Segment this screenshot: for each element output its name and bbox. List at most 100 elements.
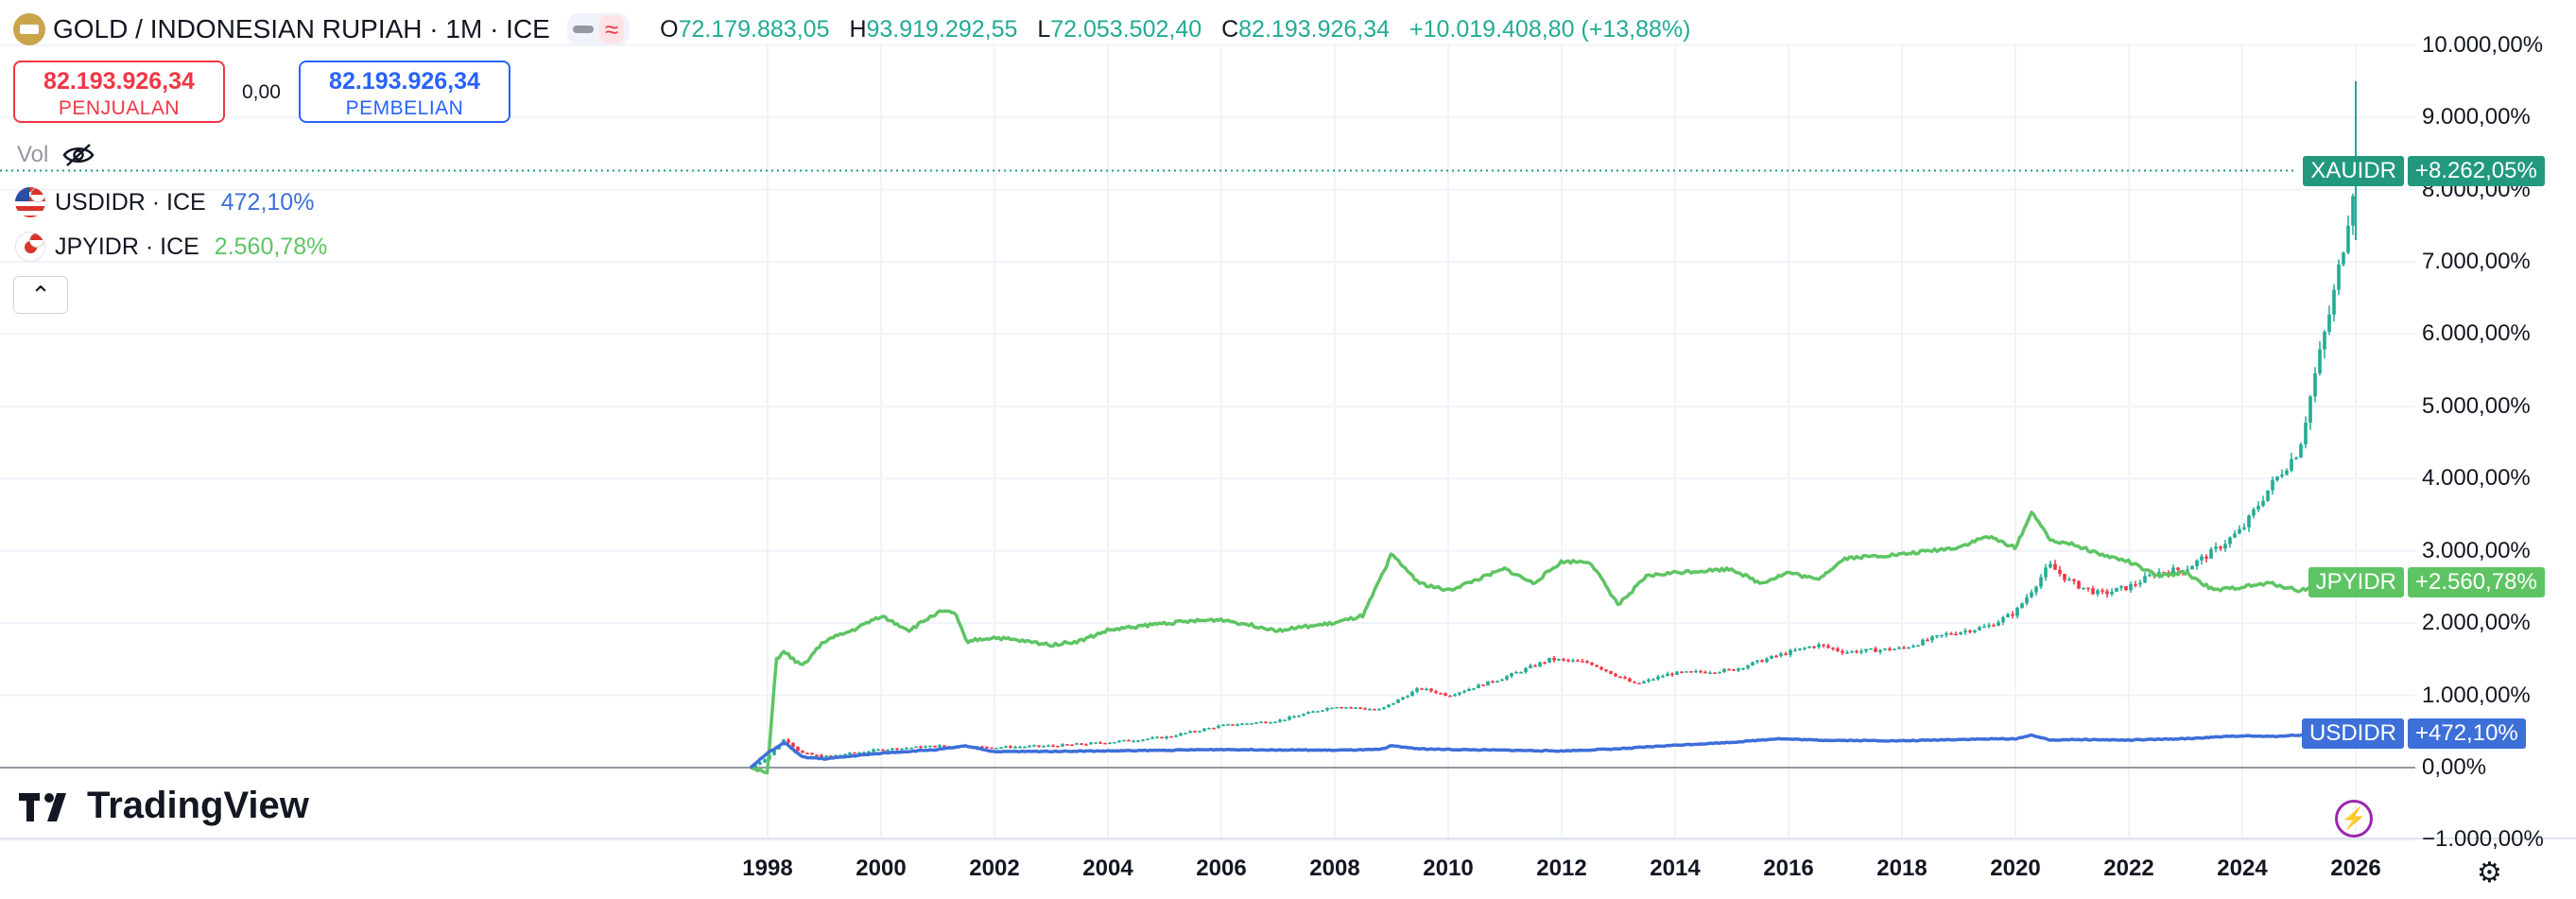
series-layer (749, 80, 2357, 775)
candle-body (1217, 725, 1220, 729)
candle-body (1259, 721, 1263, 724)
volume-indicator[interactable]: Vol (17, 142, 95, 168)
candle-body (928, 745, 932, 748)
candle-body (1893, 648, 1896, 650)
candle-body (2067, 579, 2071, 581)
candle-body (2271, 479, 2274, 491)
candle-body (1392, 702, 1395, 705)
candle-body (1538, 662, 1542, 666)
eye-off-icon[interactable] (61, 142, 95, 168)
candle-body (2049, 563, 2052, 568)
sell-price: 82.193.926,34 (43, 68, 195, 95)
candle-body (2053, 563, 2057, 570)
legend-symbol: JPYIDR · ICE (55, 233, 199, 260)
y-tick-label: 3.000,00% (2422, 537, 2531, 563)
candle-body (999, 747, 1003, 750)
candle-body (801, 751, 804, 753)
candle-body (1184, 733, 1187, 735)
buy-button[interactable]: 82.193.926,34 PEMBELIAN (299, 61, 510, 123)
candle-body (1656, 676, 1660, 680)
candle-body (1675, 671, 1679, 675)
series-name-tag: XAUIDR (2303, 155, 2404, 186)
candle-body (1779, 653, 1783, 656)
candle-body (1108, 742, 1112, 745)
tradingview-logo[interactable]: TradingView (19, 785, 309, 827)
candle-body (1009, 746, 1012, 749)
legend-usdidr[interactable]: USDIDR · ICE 472,10% (15, 187, 314, 217)
candle-body (1959, 631, 1962, 634)
candle-body (763, 759, 767, 763)
chevron-up-icon[interactable]: ⌃ (30, 280, 51, 309)
candle-body (2247, 515, 2251, 527)
candle-body (938, 745, 942, 748)
candle-body (1755, 660, 1759, 663)
branding-text: TradingView (87, 785, 309, 826)
candle-body (1614, 673, 1617, 677)
candle-body (1160, 736, 1164, 739)
candle-body (1089, 742, 1093, 745)
candle-body (1718, 671, 1721, 674)
candle-body (1042, 746, 1046, 748)
candle-body (1595, 665, 1599, 667)
candle-body (1155, 736, 1159, 739)
collapse-legend-button[interactable]: ⌃ (13, 276, 68, 314)
candle-body (1987, 625, 1991, 627)
settings-icon[interactable]: ⚙ (2477, 857, 2502, 889)
candle-body (1935, 635, 1939, 637)
candle-body (2030, 592, 2033, 597)
candle-body (1146, 738, 1150, 741)
candle-body (1741, 667, 1745, 670)
candle-body (2294, 458, 2298, 459)
candle-body (1028, 745, 1031, 748)
candle-body (2101, 590, 2104, 592)
approx-icon[interactable]: ≈ (598, 15, 625, 43)
candle-body (772, 749, 776, 755)
candle-body (1132, 740, 1135, 743)
ohlc-key: H (849, 15, 867, 43)
series-value-tag: +8.262,05% (2408, 155, 2545, 186)
candle-body (1198, 731, 1202, 733)
x-tick-label: 2022 (2103, 856, 2154, 881)
candle-body (1472, 688, 1476, 690)
candle-body (1770, 655, 1773, 659)
symbol-title[interactable]: GOLD / INDONESIAN RUPIAH · 1M · ICE (53, 14, 550, 43)
legend-jpyidr[interactable]: JPYIDR · ICE 2.560,78% (15, 232, 327, 262)
candle-body (1699, 670, 1703, 673)
candle-body (1415, 688, 1419, 692)
x-tick-label: 2010 (1423, 856, 1474, 881)
candle-body (1018, 747, 1022, 749)
minus-icon[interactable] (572, 26, 594, 33)
candle-body (2119, 586, 2123, 588)
candle-body (1354, 707, 1357, 709)
candle-body (1141, 739, 1145, 741)
candle-body (1822, 644, 1825, 647)
candle-body (2015, 608, 2019, 616)
lightning-icon[interactable]: ⚡ (2335, 800, 2373, 838)
legend-value: 2.560,78% (214, 233, 328, 260)
candle-body (2299, 444, 2303, 458)
candle-body (2290, 458, 2293, 471)
candle-body (872, 749, 875, 752)
candle-body (1973, 630, 1977, 632)
candle-body (919, 746, 923, 749)
sell-button[interactable]: 82.193.926,34 PENJUALAN (13, 61, 225, 123)
candle-body (1103, 742, 1107, 745)
candle-body (2280, 475, 2284, 477)
candle-body (1448, 695, 1452, 698)
candle-body (1420, 688, 1424, 690)
candle-body (2337, 264, 2341, 290)
legend-value: 472,10% (220, 188, 315, 216)
candle-body (1618, 676, 1622, 678)
candle-body (2233, 533, 2237, 538)
candle-body (1373, 709, 1376, 711)
candle-body (1240, 723, 1244, 725)
candle-body (820, 754, 823, 758)
candle-body (895, 748, 899, 751)
y-tick-label: 1.000,00% (2422, 682, 2531, 708)
candle-body (1358, 707, 1362, 709)
candle-body (1368, 709, 1372, 711)
candle-body (2025, 596, 2029, 604)
candle-body (2006, 614, 2010, 617)
chart-style-toggle[interactable]: ≈ (566, 13, 631, 45)
